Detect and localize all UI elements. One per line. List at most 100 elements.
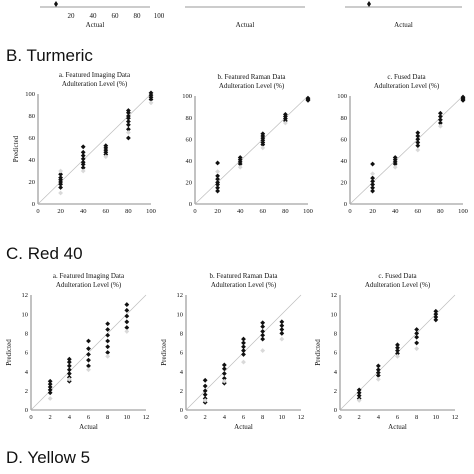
chart-4-y-tick-5: 10 [177,311,184,318]
chart-5-series-0-point-17 [433,314,439,320]
chart-4-series-0-point-20 [260,320,266,326]
chart-1-series-0-point-3 [215,180,220,185]
chart-1-title: b. Featured Raman Data [217,73,286,81]
chart-0-x-tick-0: 0 [36,208,39,215]
chart-4-series-0-point-21 [279,330,285,336]
chart-3-series-1-point-4 [124,329,130,334]
chart-5-series-0-point-16 [433,317,439,323]
chart-4-series-0-point-4 [202,383,208,389]
chart-4-series-1-point-3 [260,348,266,353]
chart-2-title: c. Fused Data [387,73,426,81]
chart-5-series-0-point-11 [395,342,400,348]
chart-2-series-0-point-9 [392,155,398,160]
chart-5-series-0-point-7 [375,363,381,369]
chart-2-series-0-point-22 [460,94,466,100]
chart-3-xlabel: Actual [79,423,98,431]
chart-1-series-0-point-16 [260,131,266,137]
chart-2-series-0-point-13 [415,133,421,139]
chart-2-x-tick-1: 20 [369,208,376,215]
chart-3-series-1-point-0 [47,396,53,401]
chart-5-y-tick-1: 2 [334,388,337,395]
chart-5-ylabel: Predicted [314,339,322,366]
chart-1-series-0-point-20 [283,111,288,117]
chart-3-series-1-point-1 [66,376,72,382]
chart-3-title: a. Featured Imaging Data [53,272,125,280]
chart-2-series-0-point-3 [370,178,375,184]
chart-1-x-tick-3: 60 [260,208,267,215]
chart-0-series-0-point-12 [80,144,86,150]
chart-3-y-tick-0: 0 [25,407,28,414]
chart-5-series-0-point-1 [356,393,362,399]
chart-1-series-0-point-6 [215,160,220,166]
chart-3-y-tick-5: 10 [22,311,29,318]
chart-2-series-0-point-4 [370,175,375,181]
top-strip-tick-3: 80 [134,12,142,20]
chart-1-y-tick-2: 40 [186,158,193,165]
chart-3-x-tick-6: 12 [143,414,150,421]
chart-0-series-0-point-8 [80,159,86,165]
chart-0-x-tick-1: 20 [57,208,64,215]
chart-5-series-1-point-3 [414,346,420,352]
top-strip-tick-0: 20 [68,12,76,20]
chart-4-series-0-point-17 [260,332,266,338]
chart-1-subtitle: Adulteration Level (%) [219,82,285,90]
chart-5-series-0-point-12 [414,340,420,346]
chart-1-y-tick-3: 60 [186,136,193,143]
chart-3-series-0-point-2 [47,384,53,390]
chart-2-series-1-point-3 [438,123,443,129]
chart-0-series-0-point-25 [126,108,131,113]
chart-0-x-tick-5: 100 [146,208,156,215]
chart-4-y-tick-0: 0 [180,407,183,414]
chart-0-series-1-point-1 [58,168,63,174]
chart-3-series-0-point-18 [105,344,111,350]
chart-2-y-tick-1: 20 [341,180,348,187]
chart-1-series-0-point-0 [215,188,220,194]
chart-0-series-0-point-5 [58,171,63,177]
chart-4-x-tick-5: 10 [279,414,286,421]
chart-2-y-tick-0: 0 [344,201,347,208]
chart-5-series-1-point-1 [375,376,381,382]
chart-2-series-1-point-2 [415,147,421,153]
chart-2-subtitle: Adulteration Level (%) [374,82,440,90]
chart-2-y-tick-2: 40 [341,158,348,165]
chart-0-series-0-point-18 [126,135,131,141]
chart-4-series-1-point-2 [241,359,246,365]
chart-4-series-0-point-3 [202,388,208,394]
chart-2-series-0-point-1 [370,185,375,191]
chart-3-series-0-point-17 [105,350,111,355]
chart-5-series-0-point-10 [395,345,400,351]
chart-2-x-tick-5: 100 [458,208,468,215]
chart-0-series-0-point-0 [58,185,63,190]
chart-4-x-tick-4: 8 [261,414,264,421]
chart-0-series-0-point-23 [126,113,131,119]
chart-4-series-0-point-19 [260,324,266,330]
chart-4-series-0-point-7 [221,375,227,381]
chart-0-subtitle: Adulteration Level (%) [62,80,128,88]
chart-3-series-0-point-4 [47,378,53,384]
chart-0-y-tick-0: 0 [32,201,35,208]
chart-5-x-tick-3: 6 [396,414,400,421]
chart-5-x-tick-0: 0 [338,414,341,421]
chart-0-series-0-point-29 [148,90,154,96]
chart-5-series-1-point-2 [395,353,400,359]
chart-2-series-1-point-1 [392,164,398,170]
chart-3-series-0-point-24 [124,319,130,325]
chart-2-x-tick-0: 0 [348,208,351,215]
chart-3-y-tick-4: 8 [25,331,28,338]
chart-4-series-1-point-4 [279,336,285,342]
chart-2-series-1-point-0 [370,171,375,177]
chart-5-x-tick-2: 4 [377,414,381,421]
chart-0-x-tick-4: 80 [125,208,132,215]
chart-4-series-0-point-18 [260,329,266,334]
chart-3-series-0-point-12 [86,363,91,369]
chart-4-series-0-point-10 [221,362,227,368]
chart-0-series-0-point-17 [103,143,109,149]
chart-1-series-1-point-0 [215,169,220,174]
chart-4-series-0-point-5 [202,377,208,383]
chart-1-series-0-point-1 [215,185,220,191]
chart-1-series-1-point-3 [283,120,288,126]
chart-1-x-tick-0: 0 [193,208,196,215]
chart-2-y-tick-4: 80 [341,115,348,122]
chart-3-ylabel: Predicted [5,339,13,366]
chart-4-title: b. Featured Raman Data [209,272,278,280]
